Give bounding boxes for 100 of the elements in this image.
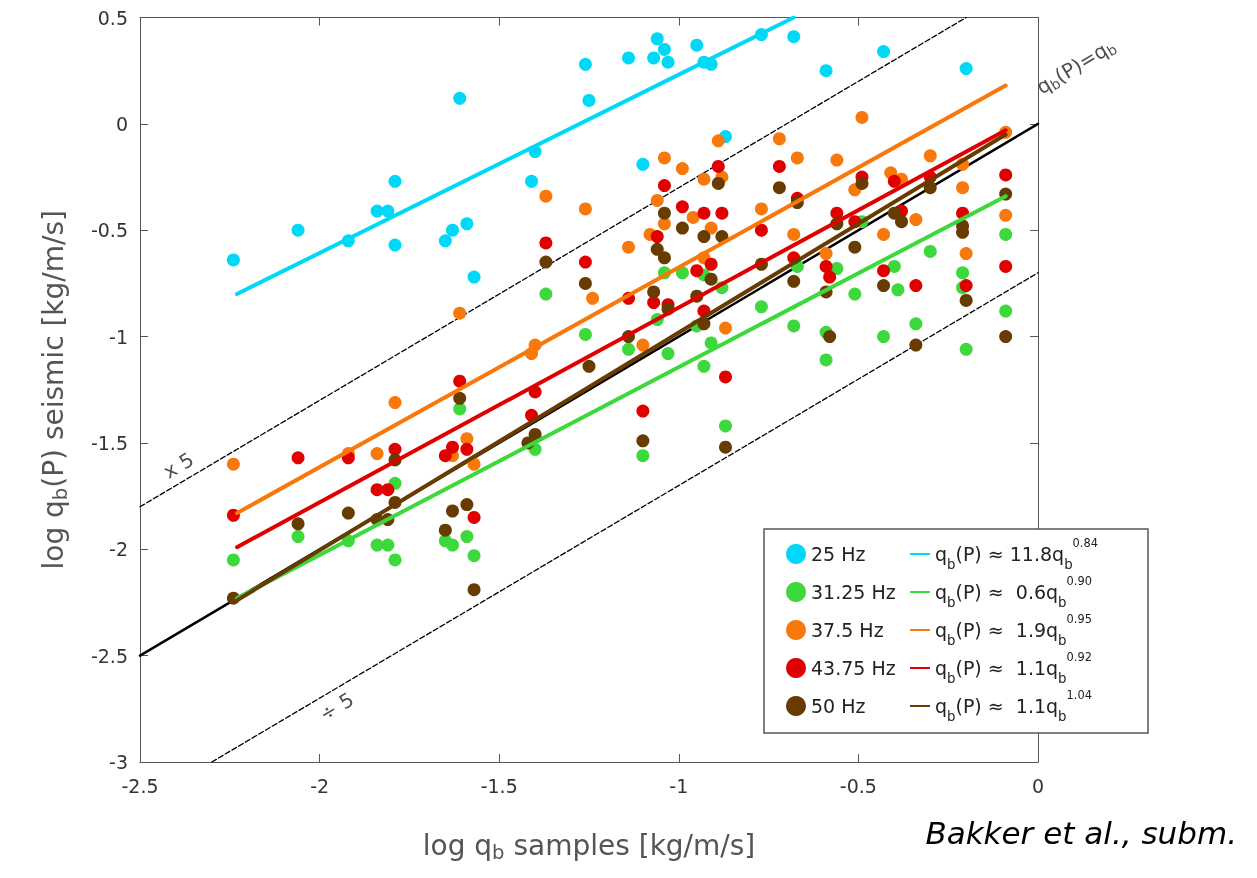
point xyxy=(657,42,671,56)
point xyxy=(226,457,240,471)
point xyxy=(291,223,305,237)
point xyxy=(909,317,923,331)
point xyxy=(657,206,671,220)
point xyxy=(388,553,402,567)
point xyxy=(650,32,664,46)
point xyxy=(999,259,1013,273)
point xyxy=(711,159,725,173)
point xyxy=(657,251,671,265)
point xyxy=(446,504,459,518)
point xyxy=(539,236,553,250)
point xyxy=(636,338,650,352)
point xyxy=(446,538,459,552)
point xyxy=(877,279,891,293)
point xyxy=(675,200,689,214)
x-tick-label: 0 xyxy=(1031,774,1045,797)
point xyxy=(460,217,474,231)
point xyxy=(697,230,711,244)
point xyxy=(460,530,474,544)
point xyxy=(819,353,833,367)
point xyxy=(719,321,732,335)
point xyxy=(388,174,402,188)
point xyxy=(226,553,240,567)
y-axis-title: log qb(P) seismic [kg/m/s] xyxy=(36,209,72,570)
point xyxy=(467,583,481,597)
point xyxy=(636,434,650,448)
point xyxy=(877,227,891,241)
point xyxy=(909,213,923,227)
x-tick-label: -1.5 xyxy=(480,774,518,797)
point xyxy=(650,242,664,256)
point xyxy=(715,206,729,220)
point xyxy=(657,179,671,193)
point xyxy=(647,296,661,310)
annotation: x 5 xyxy=(159,447,198,484)
point xyxy=(848,240,862,254)
point xyxy=(578,255,592,269)
point xyxy=(446,440,459,454)
y-tick-label: -2.5 xyxy=(90,644,128,667)
x-tick-label: -1 xyxy=(669,774,689,797)
point xyxy=(999,227,1013,241)
point xyxy=(578,327,592,341)
point xyxy=(754,223,768,237)
y-tick-label: -3 xyxy=(109,751,128,773)
point xyxy=(787,274,801,288)
point xyxy=(848,287,862,301)
point xyxy=(819,247,833,261)
point xyxy=(453,306,467,320)
point xyxy=(719,440,732,454)
point xyxy=(923,149,937,163)
y-tick-label: 0.5 xyxy=(97,6,128,29)
point xyxy=(887,259,901,273)
point xyxy=(460,498,474,512)
point xyxy=(877,330,891,344)
point xyxy=(999,304,1013,318)
point xyxy=(539,287,553,301)
point xyxy=(855,176,869,190)
point xyxy=(446,223,459,237)
point xyxy=(895,215,908,229)
point xyxy=(772,132,786,146)
point xyxy=(226,253,240,267)
point xyxy=(999,168,1013,182)
y-tick-label: -0.5 xyxy=(90,219,128,242)
point xyxy=(697,359,711,373)
point xyxy=(341,506,355,520)
point xyxy=(539,255,553,269)
point xyxy=(891,283,905,297)
point xyxy=(855,110,869,124)
point xyxy=(438,449,452,463)
point xyxy=(582,359,596,373)
point xyxy=(690,264,704,278)
point xyxy=(622,51,636,65)
point xyxy=(711,176,725,190)
point xyxy=(754,202,768,216)
point xyxy=(388,442,402,456)
point xyxy=(460,442,474,456)
point xyxy=(647,285,661,299)
point xyxy=(291,451,305,465)
point xyxy=(956,181,970,195)
point xyxy=(697,172,711,186)
legend-label: 31.25 Hz xyxy=(811,581,896,603)
point xyxy=(675,162,689,176)
point xyxy=(622,240,636,254)
point xyxy=(661,347,675,361)
point xyxy=(887,206,901,220)
point xyxy=(887,174,901,188)
point xyxy=(754,300,768,314)
point xyxy=(453,374,467,388)
point xyxy=(661,55,675,69)
point xyxy=(586,291,600,305)
point xyxy=(622,342,636,356)
legend-label: 50 Hz xyxy=(811,695,866,717)
point xyxy=(909,338,923,352)
point xyxy=(636,449,650,463)
point xyxy=(704,272,718,286)
point xyxy=(999,330,1013,344)
point xyxy=(690,38,704,52)
legend-label: 43.75 Hz xyxy=(811,657,896,679)
point xyxy=(819,259,833,273)
point xyxy=(578,276,592,290)
